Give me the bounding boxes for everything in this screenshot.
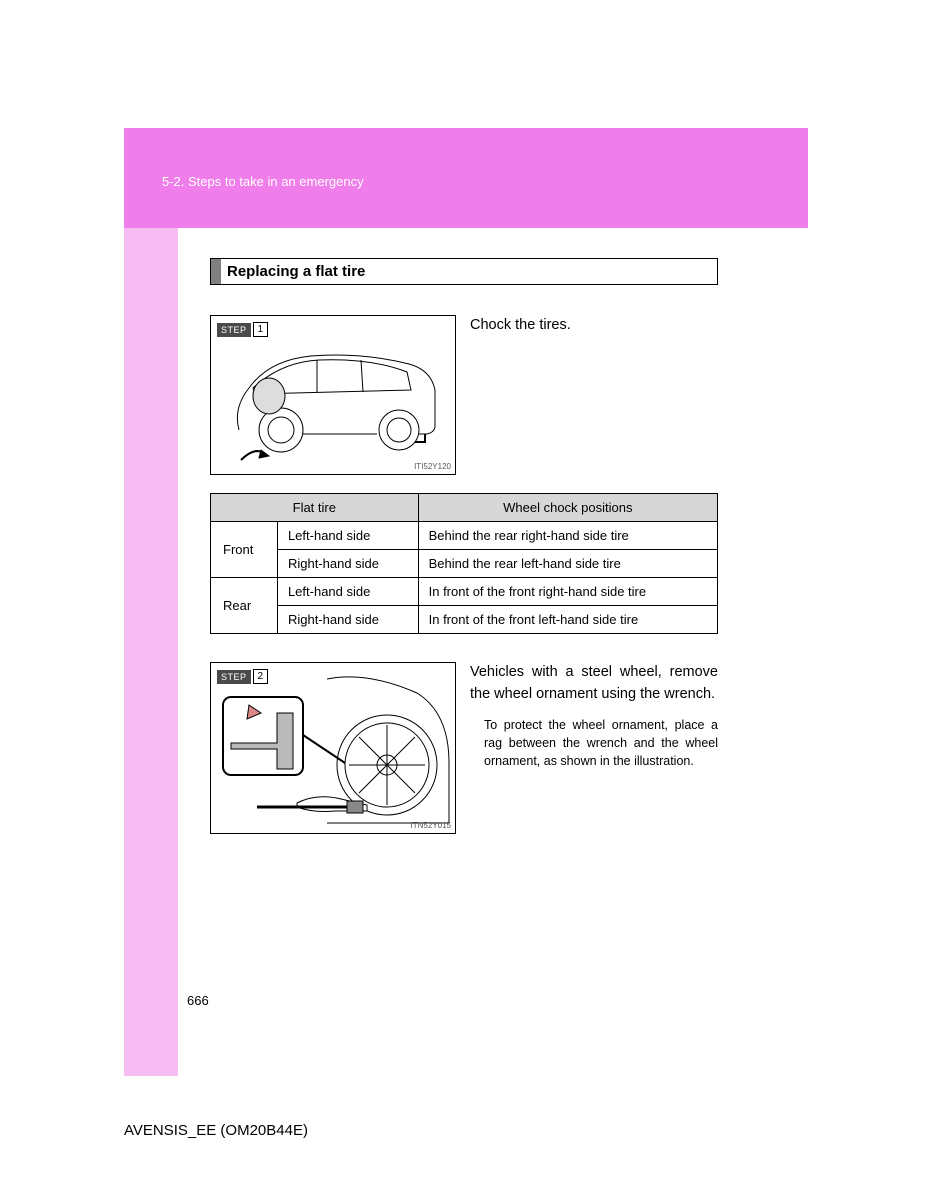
table-group-rear: Rear <box>211 578 278 634</box>
chock-positions-table: Flat tire Wheel chock positions Front Le… <box>210 493 718 634</box>
page-number: 666 <box>187 993 209 1008</box>
step-1-text: Chock the tires. <box>470 315 718 475</box>
content-area: Replacing a flat tire STEP 1 <box>210 258 718 852</box>
header-band: 5-2. Steps to take in an emergency <box>124 128 808 228</box>
illustration-code: ITI52Y120 <box>414 462 451 471</box>
illustration-code: ITN52Y015 <box>411 821 451 830</box>
section-title-row: Replacing a flat tire <box>210 258 718 285</box>
section-title: Replacing a flat tire <box>221 259 371 284</box>
table-row: Right-hand side In front of the front le… <box>211 606 718 634</box>
step-1-badge: STEP 1 <box>217 322 268 337</box>
table-cell-position: Behind the rear left-hand side tire <box>418 550 717 578</box>
table-group-front: Front <box>211 522 278 578</box>
table-header-flat-tire: Flat tire <box>211 494 419 522</box>
table-cell-side: Left-hand side <box>277 522 418 550</box>
step-2-subtext: To protect the wheel ornament, place a r… <box>484 716 718 770</box>
step-badge-label: STEP <box>217 323 251 337</box>
table-cell-position: Behind the rear right-hand side tire <box>418 522 717 550</box>
step-badge-number: 1 <box>253 322 269 337</box>
step-2-text: Vehicles with a steel wheel, remove the … <box>470 662 718 834</box>
car-illustration-svg <box>221 338 447 468</box>
table-header-positions: Wheel chock positions <box>418 494 717 522</box>
section-title-bar <box>211 259 221 284</box>
header-breadcrumb: 5-2. Steps to take in an emergency <box>162 174 364 189</box>
table-cell-side: Right-hand side <box>277 550 418 578</box>
table-cell-position: In front of the front left-hand side tir… <box>418 606 717 634</box>
table-row: Front Left-hand side Behind the rear rig… <box>211 522 718 550</box>
step-2-illustration: STEP 2 <box>210 662 456 834</box>
table-cell-position: In front of the front right-hand side ti… <box>418 578 717 606</box>
table-header-row: Flat tire Wheel chock positions <box>211 494 718 522</box>
step-1-illustration: STEP 1 <box>210 315 456 475</box>
table-row: Rear Left-hand side In front of the fron… <box>211 578 718 606</box>
footer-text: AVENSIS_EE (OM20B44E) <box>124 1122 308 1139</box>
table-row: Right-hand side Behind the rear left-han… <box>211 550 718 578</box>
table-cell-side: Left-hand side <box>277 578 418 606</box>
side-band <box>124 228 178 1076</box>
step-2-block: STEP 2 <box>210 662 718 834</box>
wheel-illustration-svg <box>217 673 451 829</box>
page-frame: 5-2. Steps to take in an emergency Repla… <box>124 128 808 1076</box>
step-2-instruction: Vehicles with a steel wheel, remove the … <box>470 664 718 702</box>
table-cell-side: Right-hand side <box>277 606 418 634</box>
step-1-block: STEP 1 <box>210 315 718 475</box>
